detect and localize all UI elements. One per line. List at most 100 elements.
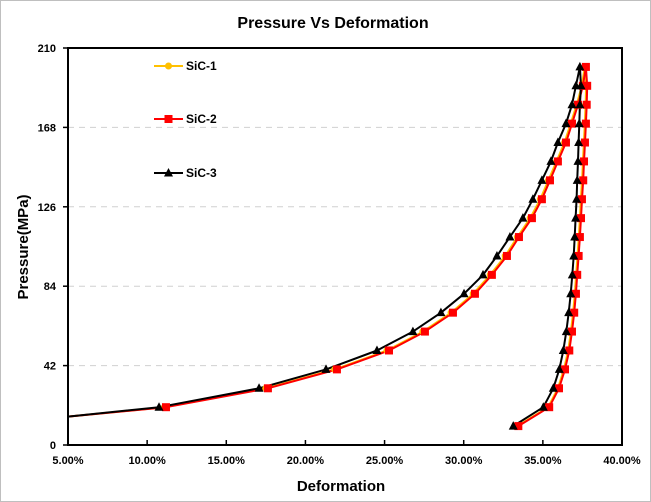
data-point-sic-2	[553, 157, 562, 166]
y-tick-label: 0	[50, 440, 56, 452]
data-point-sic-3	[561, 326, 571, 336]
y-tick-label: 210	[38, 43, 56, 55]
data-point-sic-3	[573, 156, 583, 165]
data-point-sic-2	[545, 403, 554, 412]
data-point-sic-2	[561, 138, 570, 147]
data-point-sic-3	[518, 213, 528, 222]
data-point-sic-2	[575, 233, 584, 242]
legend-item-sic-1: SiC-1	[154, 59, 217, 73]
data-point-sic-3	[492, 250, 502, 260]
x-tick-label: 40.00%	[603, 455, 641, 467]
data-point-sic-2	[574, 251, 583, 260]
data-point-sic-3	[154, 402, 164, 411]
data-point-sic-2	[502, 251, 511, 260]
data-point-sic-3	[571, 213, 581, 222]
data-point-sic-3	[408, 326, 418, 336]
data-point-sic-3	[574, 118, 584, 128]
x-tick-label: 30.00%	[445, 455, 483, 467]
x-tick-label: 35.00%	[524, 455, 562, 467]
y-tick-label: 84	[44, 281, 57, 293]
x-tick-label: 20.00%	[287, 455, 325, 467]
data-point-sic-3	[548, 383, 558, 392]
legend-label: SiC-3	[186, 166, 217, 180]
data-point-sic-2	[561, 365, 570, 374]
data-point-sic-3	[528, 194, 538, 203]
data-point-sic-3	[570, 232, 580, 241]
data-point-sic-3	[572, 194, 582, 203]
data-point-sic-2	[514, 233, 523, 242]
data-point-sic-3	[505, 232, 515, 241]
x-tick-label: 25.00%	[366, 455, 404, 467]
x-axis-title: Deformation	[297, 478, 385, 495]
data-point-sic-2	[573, 270, 582, 279]
data-point-sic-3	[478, 269, 488, 279]
data-point-sic-2	[537, 195, 546, 204]
data-point-sic-2	[385, 346, 394, 355]
x-tick-label: 5.00%	[52, 455, 83, 467]
data-point-sic-3	[508, 421, 518, 430]
data-point-sic-3	[575, 99, 585, 109]
data-point-sic-2	[577, 214, 586, 223]
data-point-sic-2	[581, 119, 590, 128]
data-point-sic-2	[579, 176, 588, 185]
data-point-sic-3	[575, 61, 585, 71]
data-point-sic-2	[555, 384, 564, 393]
data-point-sic-3	[561, 118, 571, 128]
data-point-sic-2	[583, 81, 592, 90]
x-tick-label: 15.00%	[208, 455, 246, 467]
data-point-sic-2	[420, 327, 429, 336]
data-point-sic-3	[321, 364, 331, 373]
x-tick-label: 10.00%	[128, 455, 166, 467]
data-point-sic-2	[582, 100, 591, 109]
data-point-sic-2	[263, 384, 272, 393]
legend-item-sic-2: SiC-2	[154, 112, 217, 126]
data-point-sic-3	[459, 288, 469, 298]
data-point-sic-2	[581, 62, 590, 71]
data-point-sic-2	[545, 176, 554, 185]
y-tick-label: 126	[38, 202, 56, 214]
data-point-sic-2	[580, 138, 589, 147]
data-point-sic-2	[161, 403, 170, 412]
data-point-sic-3	[537, 175, 547, 184]
data-point-sic-3	[553, 137, 563, 147]
legend-square-icon	[164, 115, 173, 123]
data-point-sic-2	[470, 289, 479, 298]
y-axis-title: Pressure(MPa)	[15, 194, 32, 299]
data-point-sic-2	[565, 346, 574, 355]
data-point-sic-3	[574, 137, 584, 147]
plot-area-border	[67, 47, 623, 446]
data-point-sic-2	[570, 308, 579, 317]
y-tick-label: 168	[38, 122, 56, 134]
data-point-sic-3	[566, 288, 576, 298]
data-point-sic-2	[332, 365, 341, 374]
data-point-sic-2	[571, 289, 580, 298]
legend-item-sic-3: SiC-3	[154, 166, 217, 180]
data-point-sic-2	[567, 327, 576, 336]
legend: SiC-1 SiC-2 SiC-3	[154, 59, 217, 180]
legend-circle-icon	[165, 62, 172, 70]
data-point-sic-3	[572, 175, 582, 184]
data-point-sic-2	[567, 119, 576, 128]
data-point-sic-3	[569, 250, 579, 260]
data-point-sic-2	[527, 214, 536, 223]
data-point-sic-3	[558, 345, 568, 354]
data-point-sic-2	[577, 195, 586, 204]
data-point-sic-3	[576, 80, 586, 90]
data-point-sic-2	[448, 308, 457, 317]
data-point-sic-3	[567, 99, 577, 109]
data-point-sic-3	[546, 156, 556, 165]
chart-title: Pressure Vs Deformation	[237, 15, 428, 32]
data-point-sic-3	[567, 269, 577, 279]
data-point-sic-2	[514, 422, 523, 431]
data-point-sic-3	[372, 345, 382, 354]
legend-label: SiC-1	[186, 59, 217, 73]
data-point-sic-3	[436, 307, 446, 317]
data-point-sic-3	[554, 364, 564, 373]
data-point-sic-3	[564, 307, 574, 317]
data-point-sic-2	[580, 157, 589, 166]
data-point-sic-2	[487, 270, 496, 279]
legend-label: SiC-2	[186, 112, 217, 126]
data-point-sic-3	[538, 402, 548, 411]
y-tick-label: 42	[44, 361, 56, 373]
